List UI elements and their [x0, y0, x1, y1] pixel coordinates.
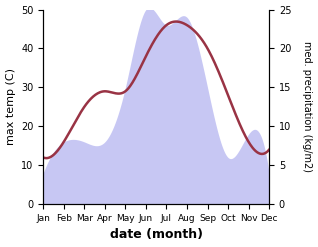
X-axis label: date (month): date (month)	[110, 228, 203, 242]
Y-axis label: max temp (C): max temp (C)	[5, 68, 16, 145]
Y-axis label: med. precipitation (kg/m2): med. precipitation (kg/m2)	[302, 41, 313, 172]
